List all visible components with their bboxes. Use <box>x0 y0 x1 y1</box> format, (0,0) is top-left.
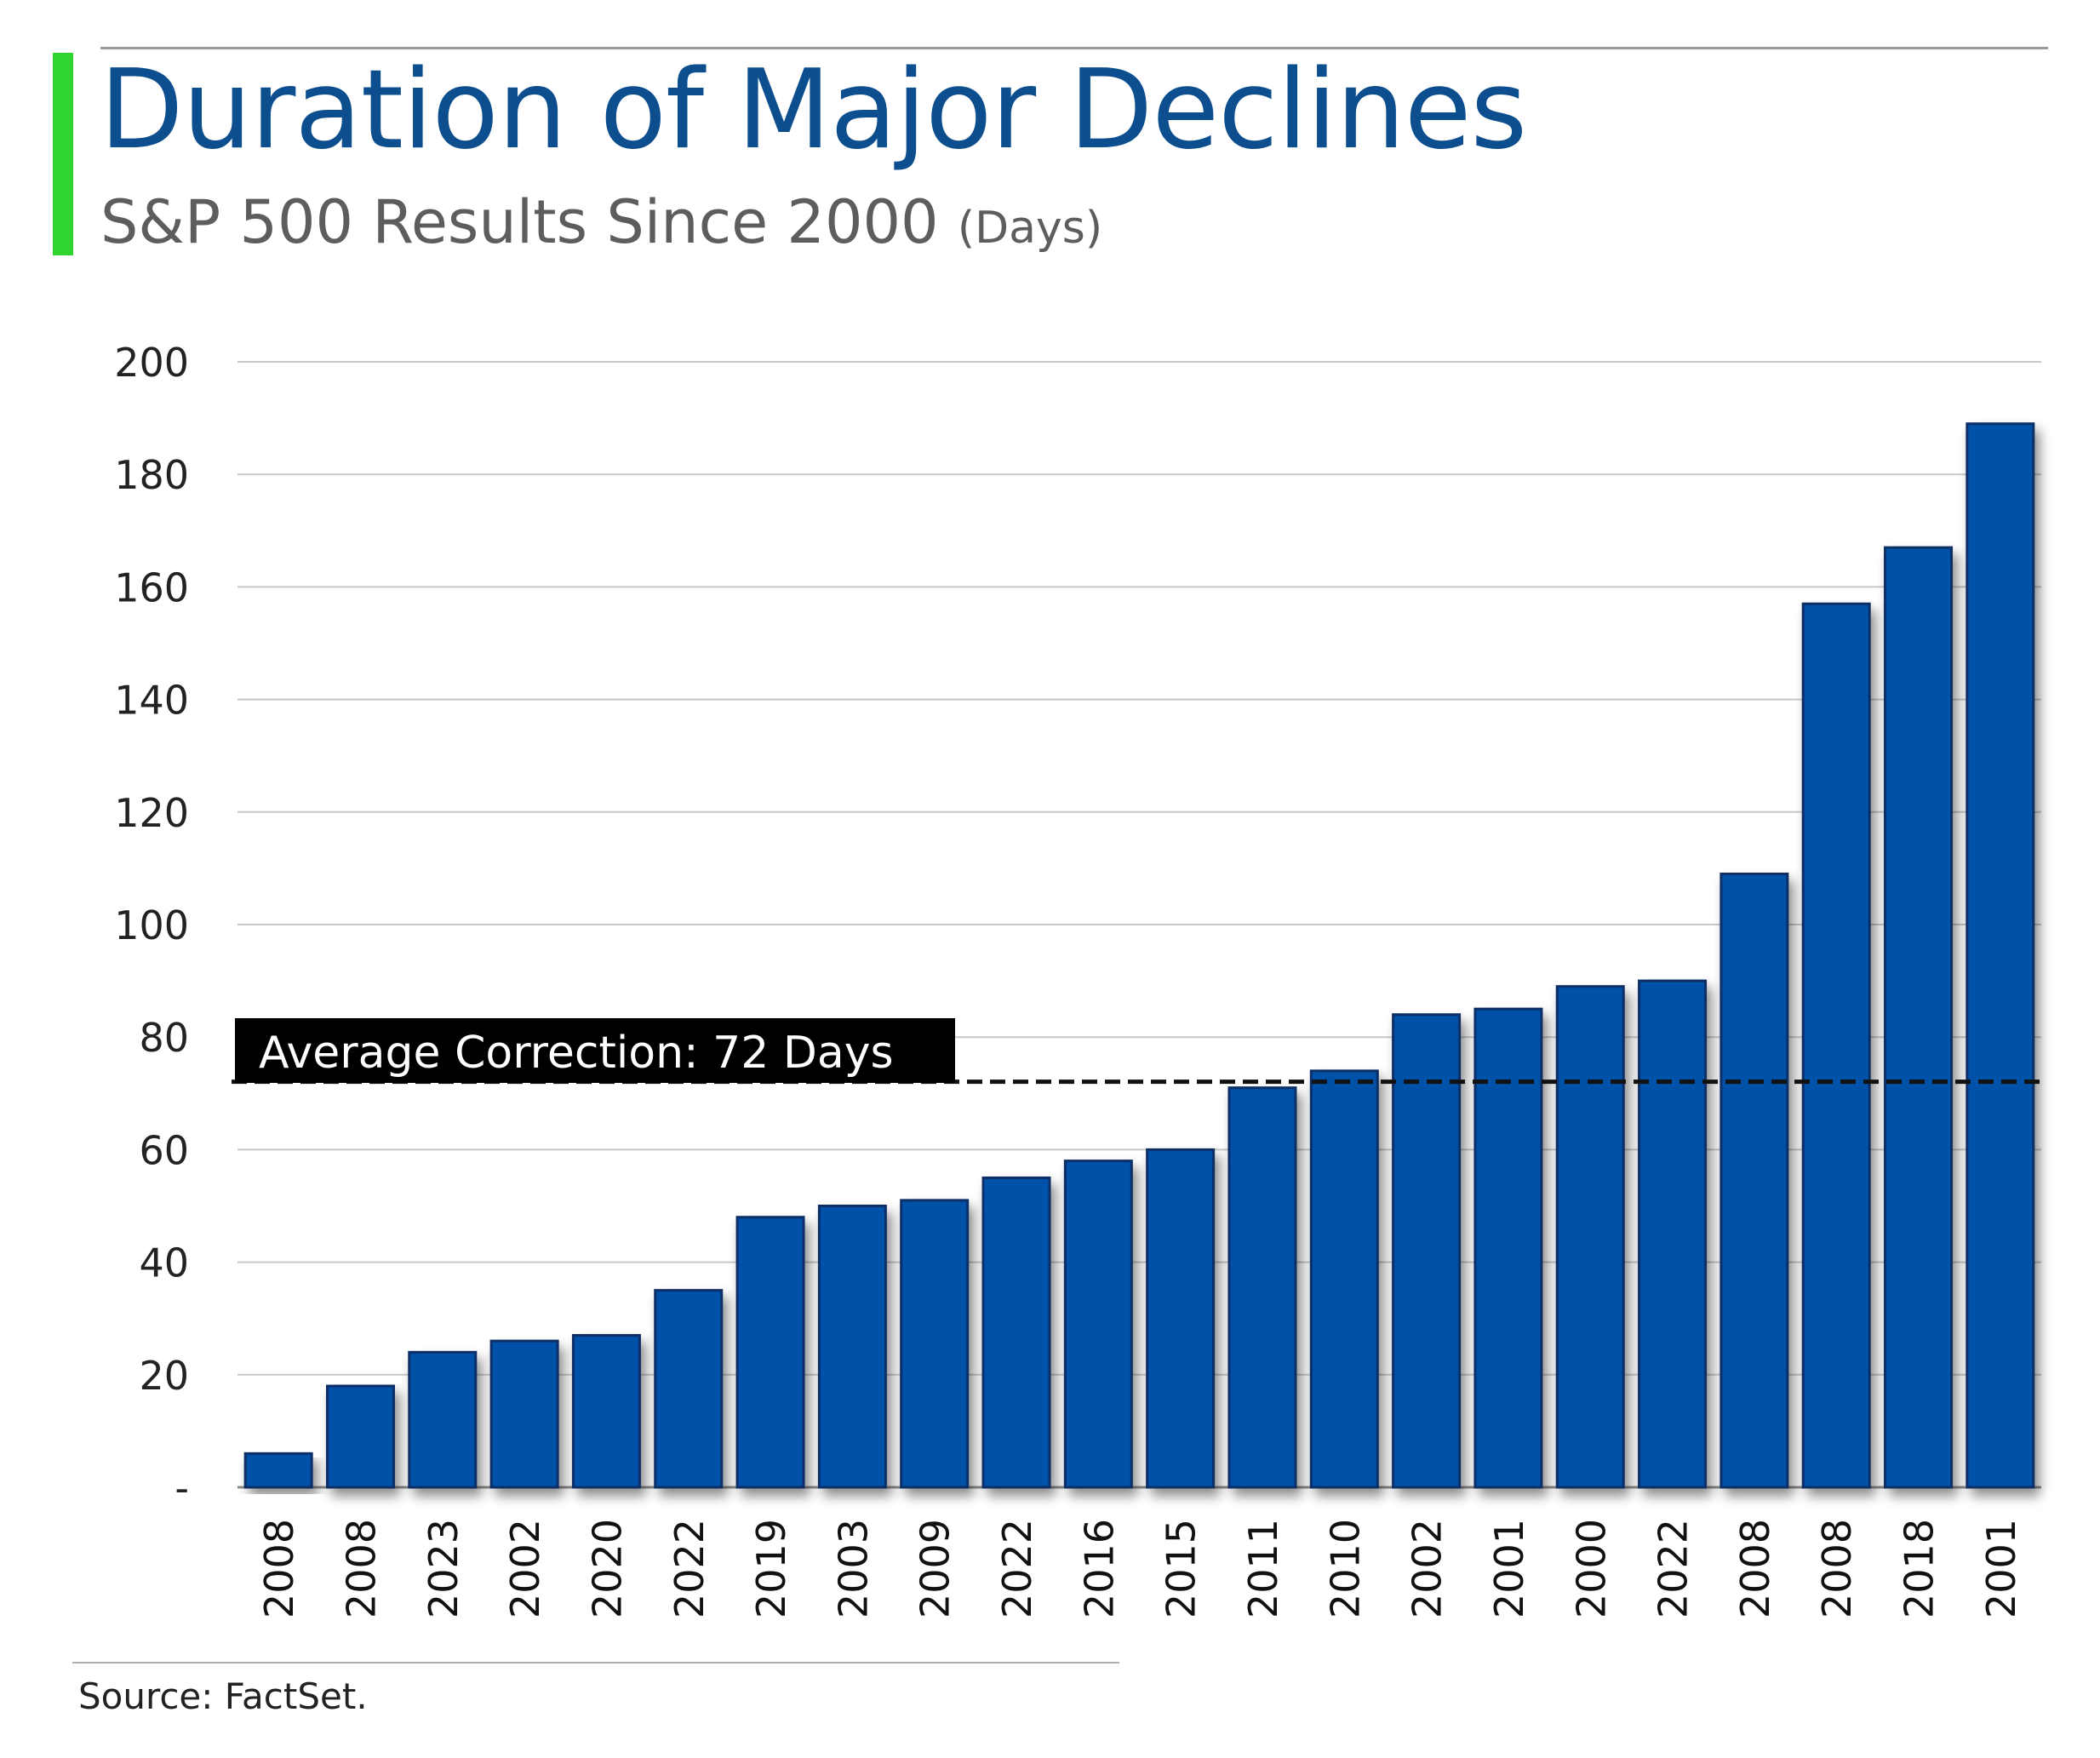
x-tick-label: 2008 <box>338 1519 384 1618</box>
y-tick-label: 20 <box>139 1353 189 1399</box>
x-tick-label: 2015 <box>1159 1519 1204 1618</box>
bar <box>1555 985 1625 1489</box>
top-rule <box>100 47 2048 49</box>
y-tick-label: 120 <box>114 790 189 836</box>
x-axis-tick-labels: 2008 2008 2023 2002 2020 2022 2019 2003 2009 2022… <box>256 1519 2024 1618</box>
x-tick-label: 2018 <box>1897 1519 1943 1618</box>
bar <box>1146 1148 1216 1489</box>
average-annotation-label: Average Correction: 72 Days <box>259 1028 894 1079</box>
x-tick-label: 2008 <box>1732 1519 1778 1618</box>
accent-bar <box>53 53 73 255</box>
x-tick-label: 2022 <box>667 1519 712 1618</box>
average-annotation-box <box>235 1018 955 1083</box>
x-tick-label: 2001 <box>1978 1519 2024 1618</box>
bar <box>654 1289 724 1489</box>
chart-title: Duration of Major Declines <box>100 47 1527 174</box>
y-tick-label: 40 <box>139 1240 189 1286</box>
bars <box>243 422 2035 1489</box>
x-tick-label: 2016 <box>1076 1519 1122 1618</box>
source-rule <box>72 1662 1119 1664</box>
bar <box>489 1339 559 1489</box>
x-tick-label: 2008 <box>1814 1519 1860 1618</box>
x-tick-label: 2000 <box>1568 1519 1614 1618</box>
bar <box>900 1199 970 1489</box>
bar <box>1392 1013 1462 1489</box>
bar <box>1884 546 1954 1489</box>
bar <box>981 1176 1051 1489</box>
y-tick-label: 200 <box>114 340 189 386</box>
bar <box>1801 602 1871 1489</box>
bar <box>571 1334 641 1489</box>
subtitle-text: S&P 500 Results Since 2000 <box>100 187 939 257</box>
bar <box>1966 422 2035 1489</box>
x-tick-label: 2002 <box>502 1519 548 1618</box>
bar <box>817 1205 887 1489</box>
bar <box>1473 1007 1543 1489</box>
source-note: Source: FactSet. <box>78 1675 368 1717</box>
x-tick-label: 2002 <box>1405 1519 1451 1618</box>
x-tick-label: 2022 <box>994 1519 1040 1618</box>
y-tick-label: 140 <box>114 678 189 724</box>
subtitle-unit: (Days) <box>957 203 1103 254</box>
x-tick-label: 2020 <box>584 1519 630 1618</box>
bar <box>1309 1069 1379 1489</box>
bar <box>735 1216 805 1489</box>
average-marker: Average Correction: 72 Days <box>232 1018 2041 1085</box>
x-tick-label: 2001 <box>1486 1519 1532 1618</box>
chart-subtitle: S&P 500 Results Since 2000 (Days) <box>100 192 1102 252</box>
bar <box>408 1350 478 1489</box>
y-tick-label: 160 <box>114 564 189 610</box>
x-tick-label: 2023 <box>421 1519 466 1618</box>
y-tick-label: 60 <box>139 1127 189 1173</box>
x-tick-label: 2003 <box>830 1519 876 1618</box>
x-tick-label: 2008 <box>256 1519 302 1618</box>
x-tick-label: 2022 <box>1651 1519 1697 1618</box>
y-tick-label: 80 <box>139 1015 189 1061</box>
x-tick-label: 2009 <box>913 1519 958 1618</box>
bar <box>1227 1086 1297 1489</box>
bar <box>1719 873 1789 1489</box>
bar <box>243 1452 313 1489</box>
y-tick-label: 180 <box>114 452 189 498</box>
bar <box>325 1384 395 1489</box>
y-tick-label: - <box>175 1465 189 1511</box>
y-axis-tick-labels: - 20 40 60 80 100 120 140 160 180 200 <box>114 340 189 1511</box>
x-tick-label: 2019 <box>748 1519 794 1618</box>
bar <box>1638 979 1708 1489</box>
x-tick-label: 2011 <box>1240 1519 1286 1618</box>
x-tick-label: 2010 <box>1322 1519 1368 1618</box>
y-tick-label: 100 <box>114 902 189 948</box>
bar <box>1063 1160 1133 1489</box>
